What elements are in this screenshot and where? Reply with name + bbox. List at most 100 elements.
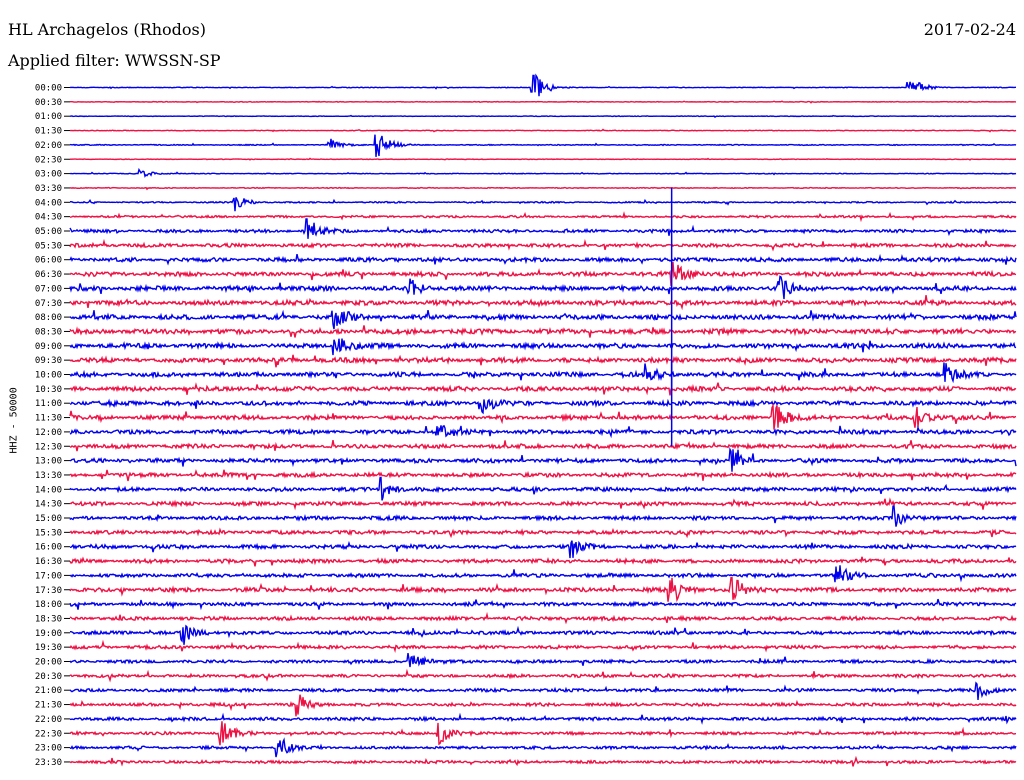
time-tick-label: 08:30 — [35, 327, 62, 337]
time-tick-label: 08:00 — [35, 313, 62, 323]
time-tick-label: 17:30 — [35, 586, 62, 596]
station-title: HL Archagelos (Rhodos) — [8, 20, 206, 39]
time-tick-label: 04:30 — [35, 213, 62, 223]
trace-line — [69, 681, 1017, 700]
time-tick-label: 05:00 — [35, 227, 62, 237]
time-tick-label: 09:30 — [35, 356, 62, 366]
trace-line — [69, 238, 1017, 252]
trace-line — [69, 440, 1017, 452]
time-tick-label: 20:30 — [35, 672, 62, 682]
time-tick-label: 01:00 — [35, 112, 62, 122]
trace-line — [69, 114, 1017, 119]
trace-line — [69, 668, 1017, 683]
trace-line — [69, 624, 1017, 645]
time-tick-label: 12:30 — [35, 442, 62, 452]
trace-line — [69, 157, 1016, 161]
time-tick-label: 09:00 — [35, 342, 62, 352]
trace-line — [69, 134, 1017, 157]
trace-line — [69, 476, 1017, 501]
trace-line — [69, 721, 1017, 746]
time-tick-label: 06:00 — [35, 256, 62, 266]
time-tick-label: 13:00 — [35, 457, 62, 467]
trace-line — [69, 218, 1017, 239]
trace-line — [69, 295, 1017, 311]
trace-lines — [69, 73, 1017, 767]
trace-line — [69, 598, 1017, 611]
time-tick-label: 03:00 — [35, 170, 62, 180]
time-tick-label: 15:30 — [35, 528, 62, 538]
trace-line — [69, 354, 1017, 368]
trace-line — [69, 398, 1017, 415]
time-tick-label: 05:30 — [35, 241, 62, 251]
trace-line — [69, 468, 1017, 482]
time-tick-label: 14:00 — [35, 485, 62, 495]
time-tick-label: 10:00 — [35, 371, 62, 381]
trace-line — [69, 712, 1017, 725]
trace-line — [69, 402, 1017, 430]
time-tick-label: 14:30 — [35, 500, 62, 510]
trace-line — [69, 737, 1017, 758]
trace-line — [69, 275, 1017, 300]
time-tick-label: 12:00 — [35, 428, 62, 438]
time-ticks: 00:00 00:30 01:00 01:30 02:00 02:30 03:00 03:30… — [35, 84, 70, 768]
time-tick-label: 02:00 — [35, 141, 62, 151]
trace-line — [69, 446, 1017, 472]
time-tick-label: 23:00 — [35, 744, 62, 754]
time-tick-label: 16:30 — [35, 557, 62, 567]
time-tick-label: 13:30 — [35, 471, 62, 481]
trace-line — [69, 186, 1017, 191]
trace-line — [69, 577, 1017, 603]
time-tick-label: 06:30 — [35, 270, 62, 280]
trace-line — [69, 167, 1017, 178]
trace-line — [69, 325, 1017, 338]
trace-line — [69, 540, 1017, 559]
trace-line — [69, 382, 1017, 396]
time-tick-label: 15:00 — [35, 514, 62, 524]
trace-line — [69, 197, 1017, 212]
time-tick-label: 02:30 — [35, 155, 62, 165]
trace-line — [69, 505, 1017, 527]
time-tick-label: 18:30 — [35, 614, 62, 624]
time-tick-label: 11:30 — [35, 414, 62, 424]
time-tick-label: 01:30 — [35, 127, 62, 137]
trace-line — [69, 497, 1017, 511]
trace-line — [69, 565, 1017, 583]
trace-line — [69, 652, 1017, 668]
trace-line — [69, 73, 1017, 97]
trace-line — [69, 100, 1017, 104]
trace-line — [69, 253, 1017, 266]
time-tick-label: 10:30 — [35, 385, 62, 395]
trace-line — [69, 639, 1017, 653]
time-tick-label: 22:00 — [35, 715, 62, 725]
trace-line — [69, 261, 1017, 287]
trace-line — [69, 211, 1017, 223]
time-tick-label: 21:30 — [35, 701, 62, 711]
trace-line — [69, 556, 1017, 567]
time-tick-label: 21:00 — [35, 686, 62, 696]
time-tick-label: 04:00 — [35, 198, 62, 208]
time-tick-label: 00:00 — [35, 84, 62, 94]
time-tick-label: 07:00 — [35, 284, 62, 294]
trace-line — [69, 694, 1017, 717]
date-label: 2017-02-24 — [923, 20, 1016, 39]
time-tick-label: 19:30 — [35, 643, 62, 653]
trace-line — [69, 527, 1017, 539]
time-tick-label: 03:30 — [35, 184, 62, 194]
time-tick-label: 23:30 — [35, 758, 62, 768]
trace-line — [69, 309, 1017, 330]
time-tick-label: 18:00 — [35, 600, 62, 610]
time-tick-label: 07:30 — [35, 299, 62, 309]
trace-line — [69, 362, 1017, 384]
trace-line — [69, 611, 1017, 625]
trace-line — [69, 338, 1017, 356]
time-tick-label: 20:00 — [35, 658, 62, 668]
trace-line — [69, 128, 1017, 133]
filter-label: Applied filter: WWSSN-SP — [8, 51, 221, 70]
trace-line — [69, 755, 1017, 767]
time-tick-label: 16:00 — [35, 543, 62, 553]
trace-line — [69, 424, 1017, 439]
time-tick-label: 19:00 — [35, 629, 62, 639]
time-tick-label: 17:00 — [35, 571, 62, 581]
time-tick-label: 11:00 — [35, 399, 62, 409]
